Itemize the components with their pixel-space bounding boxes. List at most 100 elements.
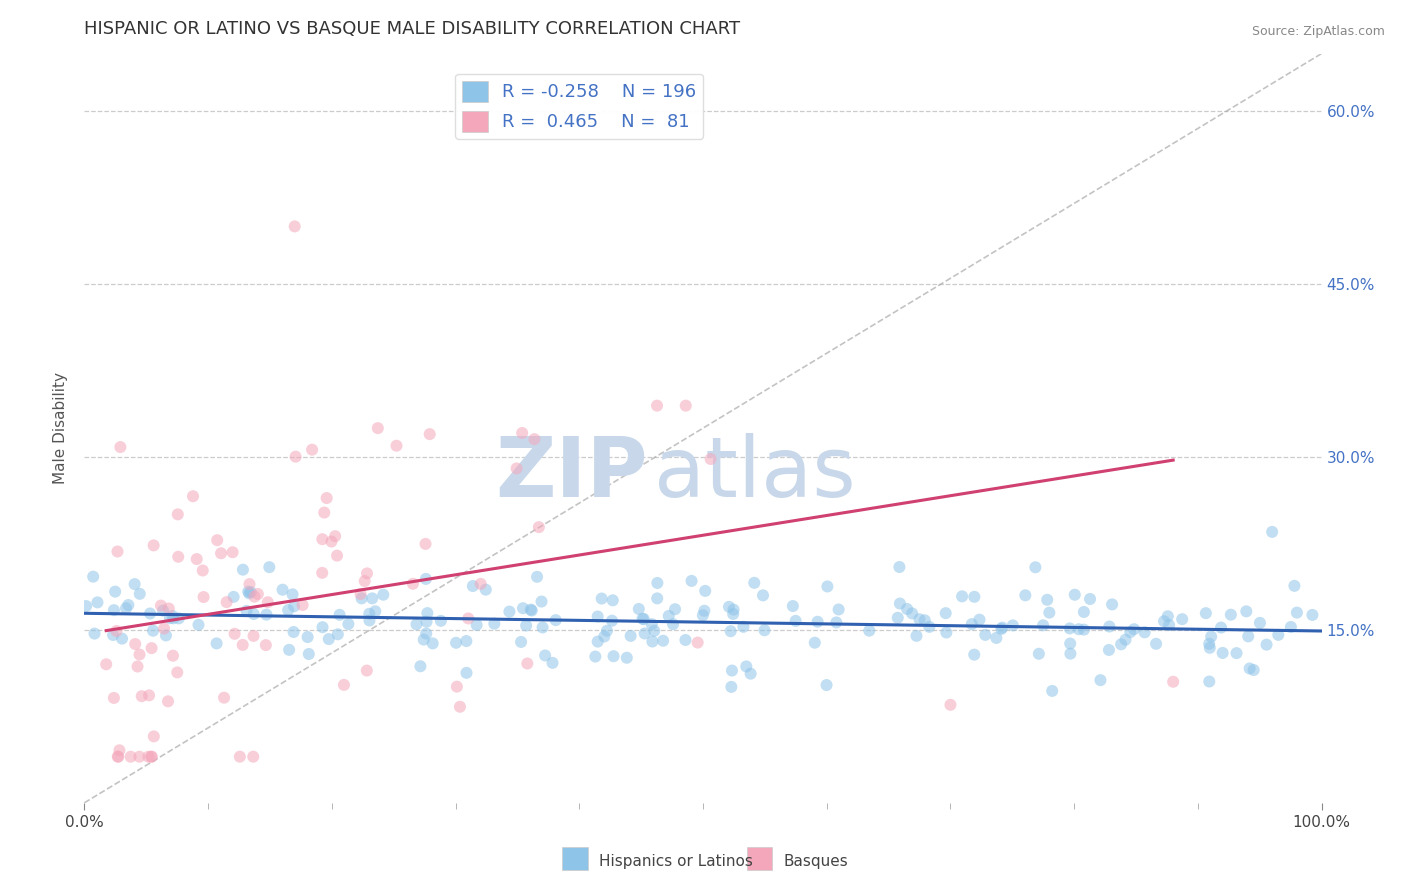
Point [1114, 632, 1136, 647]
Point [752, 588, 775, 602]
Point [111, 632, 134, 646]
Point [141, 749, 163, 764]
Point [1032, 618, 1054, 632]
Point [505, 461, 527, 475]
Point [1098, 619, 1121, 633]
Point [717, 599, 740, 614]
Point [284, 450, 307, 464]
Point [283, 625, 305, 640]
Point [235, 604, 257, 618]
Point [446, 680, 468, 694]
Point [298, 647, 321, 661]
Point [935, 625, 957, 640]
Y-axis label: Male Disability: Male Disability [53, 372, 69, 484]
Point [1301, 607, 1323, 622]
Point [291, 598, 314, 612]
Point [1119, 625, 1142, 640]
Point [616, 650, 638, 665]
Point [131, 689, 153, 703]
Text: Basques: Basques [783, 855, 848, 869]
Point [1036, 592, 1059, 607]
Point [128, 648, 150, 662]
Point [402, 576, 425, 591]
Point [641, 634, 664, 648]
Point [110, 440, 132, 454]
Point [1195, 606, 1218, 620]
Point [361, 591, 384, 606]
Point [1144, 637, 1167, 651]
Point [415, 537, 437, 551]
Point [138, 749, 160, 764]
Point [591, 591, 613, 606]
Point [364, 604, 387, 618]
Point [602, 649, 624, 664]
Point [662, 617, 685, 632]
Point [901, 607, 924, 621]
Point [1243, 663, 1265, 677]
Point [510, 425, 533, 440]
Point [782, 599, 804, 613]
Point [209, 546, 232, 560]
Point [187, 617, 209, 632]
Text: HISPANIC OR LATINO VS BASQUE MALE DISABILITY CORRELATION CHART: HISPANIC OR LATINO VS BASQUE MALE DISABI… [84, 21, 741, 38]
Point [142, 730, 165, 744]
Point [254, 638, 277, 652]
Point [405, 617, 427, 632]
Point [721, 607, 744, 621]
Point [908, 612, 931, 626]
Point [359, 614, 381, 628]
Point [415, 572, 437, 586]
Point [142, 624, 165, 638]
Point [104, 584, 127, 599]
Text: ZIP: ZIP [495, 433, 647, 514]
Point [456, 665, 478, 680]
Point [1090, 673, 1112, 688]
Point [107, 749, 129, 764]
Point [128, 749, 150, 764]
Point [523, 432, 546, 446]
Point [699, 452, 721, 467]
Point [735, 659, 758, 673]
Point [238, 577, 260, 591]
Point [350, 591, 373, 606]
Point [415, 615, 437, 629]
Point [412, 632, 434, 647]
Point [633, 612, 655, 626]
Point [740, 666, 762, 681]
Point [456, 634, 478, 648]
Point [1237, 629, 1260, 643]
Point [259, 560, 281, 574]
Point [1209, 621, 1232, 635]
Point [159, 611, 181, 625]
Point [105, 624, 128, 638]
Point [1109, 637, 1132, 651]
Point [1199, 630, 1222, 644]
Point [627, 602, 650, 616]
Point [720, 680, 742, 694]
Point [1098, 643, 1121, 657]
Point [596, 624, 619, 638]
Point [720, 624, 742, 639]
Point [658, 609, 681, 624]
Point [242, 749, 264, 764]
Point [416, 606, 439, 620]
Point [1212, 646, 1234, 660]
Point [212, 690, 235, 705]
Point [675, 399, 697, 413]
Point [887, 611, 910, 625]
Point [457, 611, 479, 625]
Point [1261, 524, 1284, 539]
Point [120, 749, 142, 764]
Point [935, 606, 957, 620]
Point [754, 624, 776, 638]
Point [167, 611, 190, 625]
Point [430, 614, 453, 628]
Point [600, 614, 623, 628]
Point [315, 491, 337, 505]
Point [465, 618, 488, 632]
Text: Source: ZipAtlas.com: Source: ZipAtlas.com [1251, 25, 1385, 38]
Point [918, 620, 941, 634]
Point [321, 534, 343, 549]
Point [117, 598, 139, 612]
Point [326, 549, 349, 563]
